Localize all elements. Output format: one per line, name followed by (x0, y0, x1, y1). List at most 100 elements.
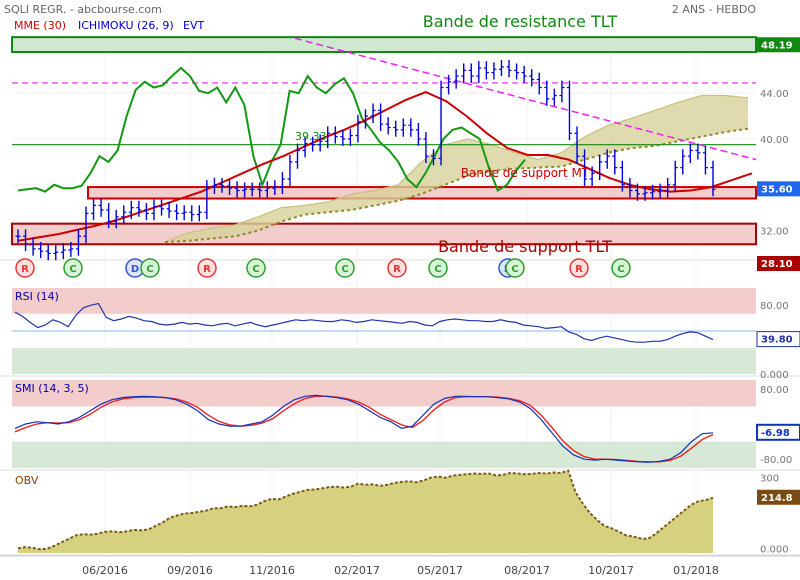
event-marker (197, 258, 217, 278)
obv-y-tick-label: 0.000 (760, 544, 789, 555)
smi-zone-overbought (12, 380, 756, 407)
x-tick-label: 05/2017 (417, 564, 463, 577)
price-bar (23, 229, 29, 252)
price-bar (468, 63, 474, 83)
price-bar (446, 74, 452, 95)
price-bar (174, 204, 180, 221)
price-bar (529, 69, 535, 87)
price-bar (378, 103, 384, 131)
price-bar (302, 136, 308, 158)
event-marker-letter: R (21, 264, 29, 275)
price-marker-badge (757, 37, 800, 53)
price-bar (159, 199, 165, 216)
price-bar (536, 72, 542, 95)
price-bar (642, 185, 648, 201)
price-bar (589, 166, 595, 186)
price-bar (340, 129, 346, 146)
price-bar (476, 61, 482, 83)
price-bar (612, 149, 618, 175)
price-bar (566, 80, 572, 141)
obv-last-badge (757, 489, 800, 505)
price-bar (136, 200, 142, 217)
price-y-tick-label: 44.00 (760, 89, 789, 100)
event-marker (140, 258, 160, 278)
price-bar (30, 237, 36, 256)
price-bar (121, 205, 127, 224)
rsi-zone-overbought (12, 288, 756, 314)
price-bar (310, 136, 316, 152)
event-marker-letter: C (252, 264, 259, 275)
event-marker (505, 258, 525, 278)
legend-evt: EVT (183, 19, 204, 32)
price-bar (438, 80, 444, 166)
price-bar (347, 128, 353, 146)
price-bar (619, 160, 625, 192)
price-y-tick-label: 32.00 (760, 227, 789, 238)
series-rsi (14, 302, 714, 343)
price-bar (680, 149, 686, 175)
price-bar (574, 126, 580, 164)
price-bar (423, 132, 429, 164)
x-tick-label: 11/2016 (249, 564, 295, 577)
price-bar (264, 181, 270, 198)
annotation-resistance-tlt: Bande de resistance TLT (423, 12, 618, 31)
price-bar (544, 80, 550, 106)
x-tick-label: 01/2018 (673, 564, 719, 577)
rsi-y-tick-label: 80.00 (760, 301, 789, 312)
price-bar (83, 206, 89, 244)
event-marker (569, 258, 589, 278)
price-bar (657, 183, 663, 199)
price-bar (415, 122, 421, 146)
ichimoku-span-b (164, 127, 749, 243)
event-marker (387, 258, 407, 278)
price-bar (106, 203, 112, 229)
price-bar (634, 183, 640, 201)
price-bar (551, 88, 557, 106)
legend-mme: MME (30) (14, 19, 66, 32)
price-bar (317, 134, 323, 152)
rsi-y-tick-label: 0.000 (760, 370, 789, 381)
price-marker-label: 48.19 (761, 40, 793, 51)
price-bar (385, 117, 391, 135)
price-bar (702, 145, 708, 175)
price-bar (521, 65, 527, 83)
rsi-title: RSI (14) (15, 290, 59, 303)
event-marker (246, 258, 266, 278)
event-marker-letter: R (575, 264, 583, 275)
event-marker (335, 258, 355, 278)
price-bar (249, 182, 255, 197)
price-bar (430, 149, 436, 166)
price-bar (128, 200, 134, 220)
price-bar (257, 182, 263, 198)
price-bar (514, 63, 520, 80)
price-bar (506, 60, 512, 78)
event-marker-letter: C (341, 264, 348, 275)
price-bar (91, 198, 97, 221)
price-bar (204, 180, 210, 220)
price-bar (234, 181, 240, 198)
rsi-last-value: 39.80 (761, 335, 793, 346)
price-bar (393, 120, 399, 137)
event-marker-letter: C (617, 264, 624, 275)
price-bar (491, 62, 497, 80)
band-support_tlt (11, 222, 757, 246)
price-bar (143, 203, 149, 221)
price-bar (650, 184, 656, 200)
price-bar (483, 61, 489, 80)
chart-period: 2 ANS - HEBDO (672, 3, 756, 16)
price-bar (151, 199, 157, 221)
price-bar (400, 118, 406, 137)
price-bar (272, 180, 278, 196)
price-bar (242, 182, 248, 198)
rsi-zone-oversold (12, 348, 756, 374)
obv-y-tick-label: 300 (760, 474, 779, 485)
band-resistance_tlt (11, 36, 757, 54)
price-bar (53, 245, 59, 261)
resistance-trendline (294, 37, 757, 161)
series-obv (17, 469, 714, 551)
rsi-last-badge (756, 331, 800, 348)
price-bar (370, 103, 376, 123)
price-bar (582, 149, 588, 186)
price-bar (227, 179, 233, 196)
chart-source: SQLI REGR. - abcbourse.com (4, 3, 162, 16)
